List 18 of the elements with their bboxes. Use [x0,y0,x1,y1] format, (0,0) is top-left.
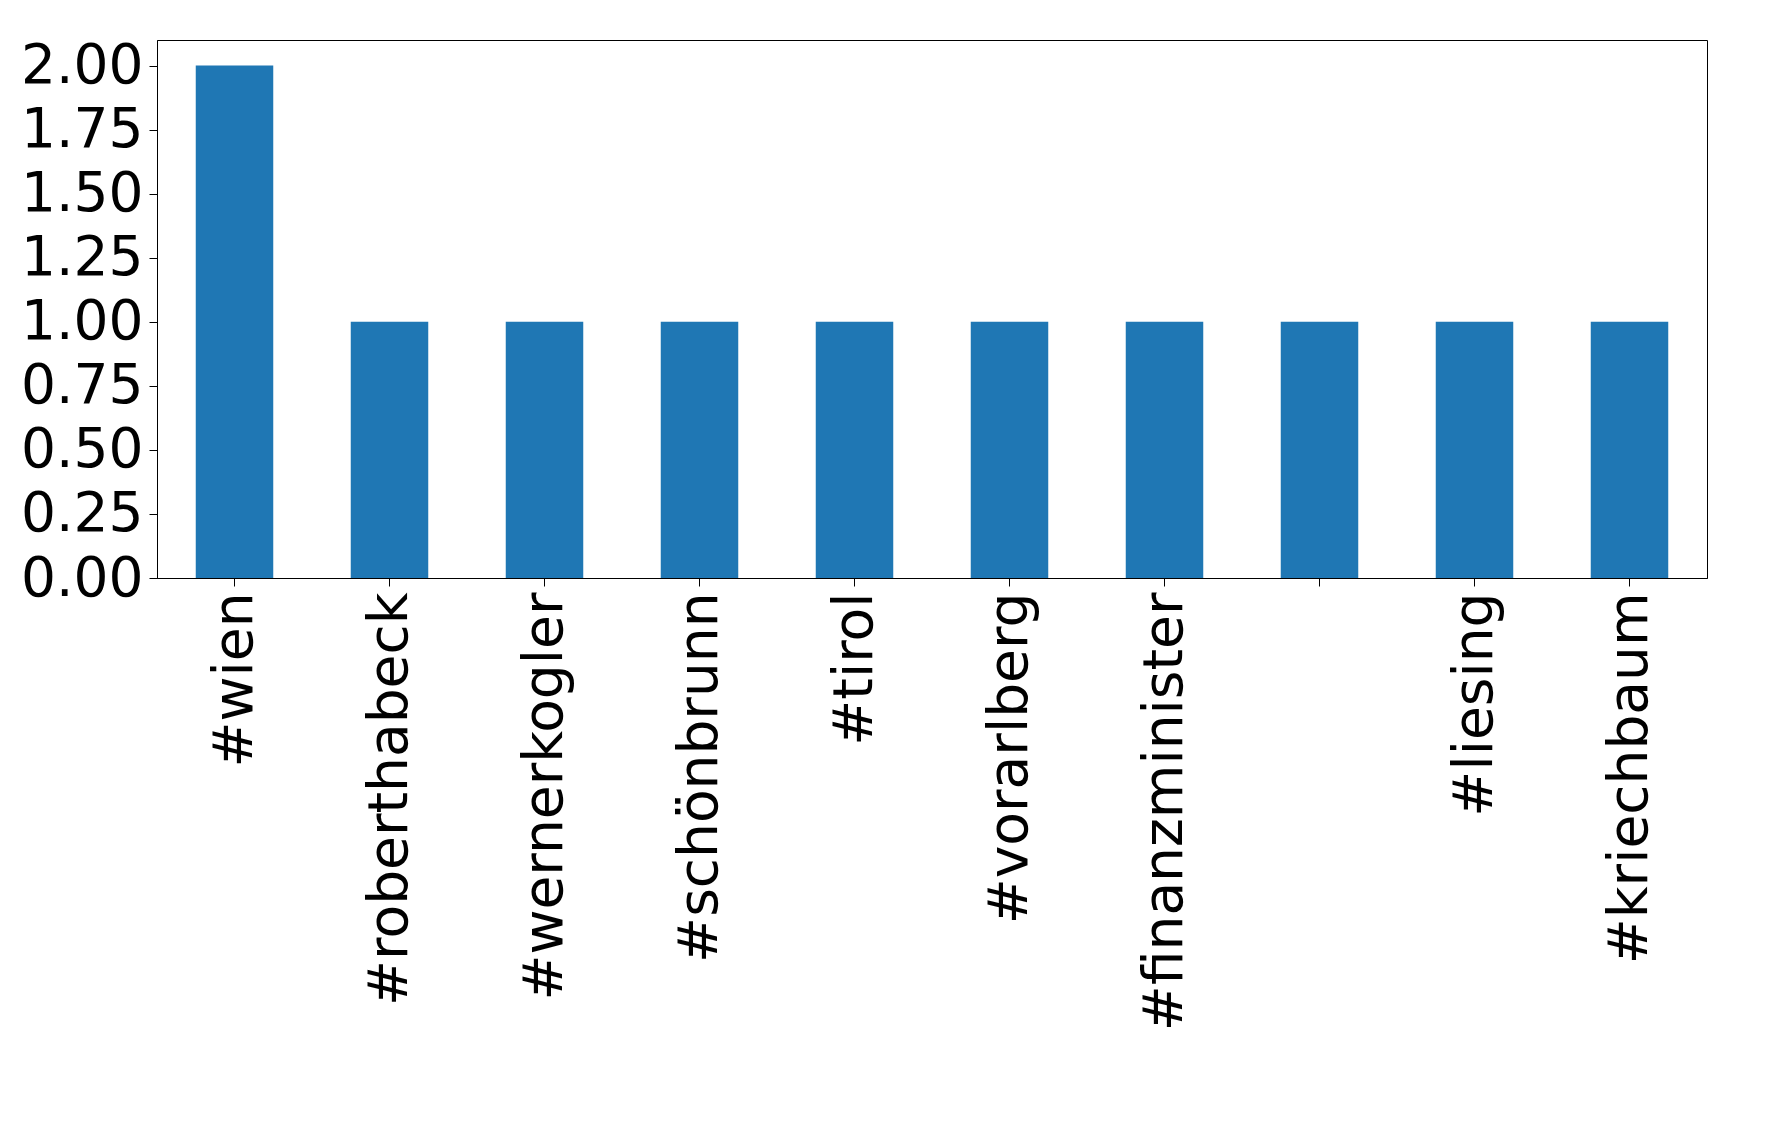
y-tick-label: 2.00 [21,32,144,97]
y-tick-label: 1.00 [21,288,144,353]
x-tick-label: #wernerkogler [510,592,575,1001]
x-tick-label: #roberthabeck [355,592,420,1006]
y-tick-label: 1.75 [21,96,144,161]
x-tick-label: #vorarlberg [975,592,1040,925]
y-tick-label: 1.50 [21,160,144,225]
x-tick-label: #kriechbaum [1595,592,1660,965]
y-tick-label: 0.75 [21,352,144,417]
x-tick-label: #tirol [820,592,885,746]
y-tick-label: 1.25 [21,224,144,289]
x-tick-label: #schönbrunn [665,592,730,963]
y-tick-label: 0.00 [21,544,144,609]
x-tick-label: #wien [200,592,265,768]
x-tick-label: #liesing [1440,592,1505,817]
y-tick-label: 0.25 [21,480,144,545]
y-tick-label: 0.50 [21,416,144,481]
x-tick-label: #finanzminister [1130,592,1195,1032]
